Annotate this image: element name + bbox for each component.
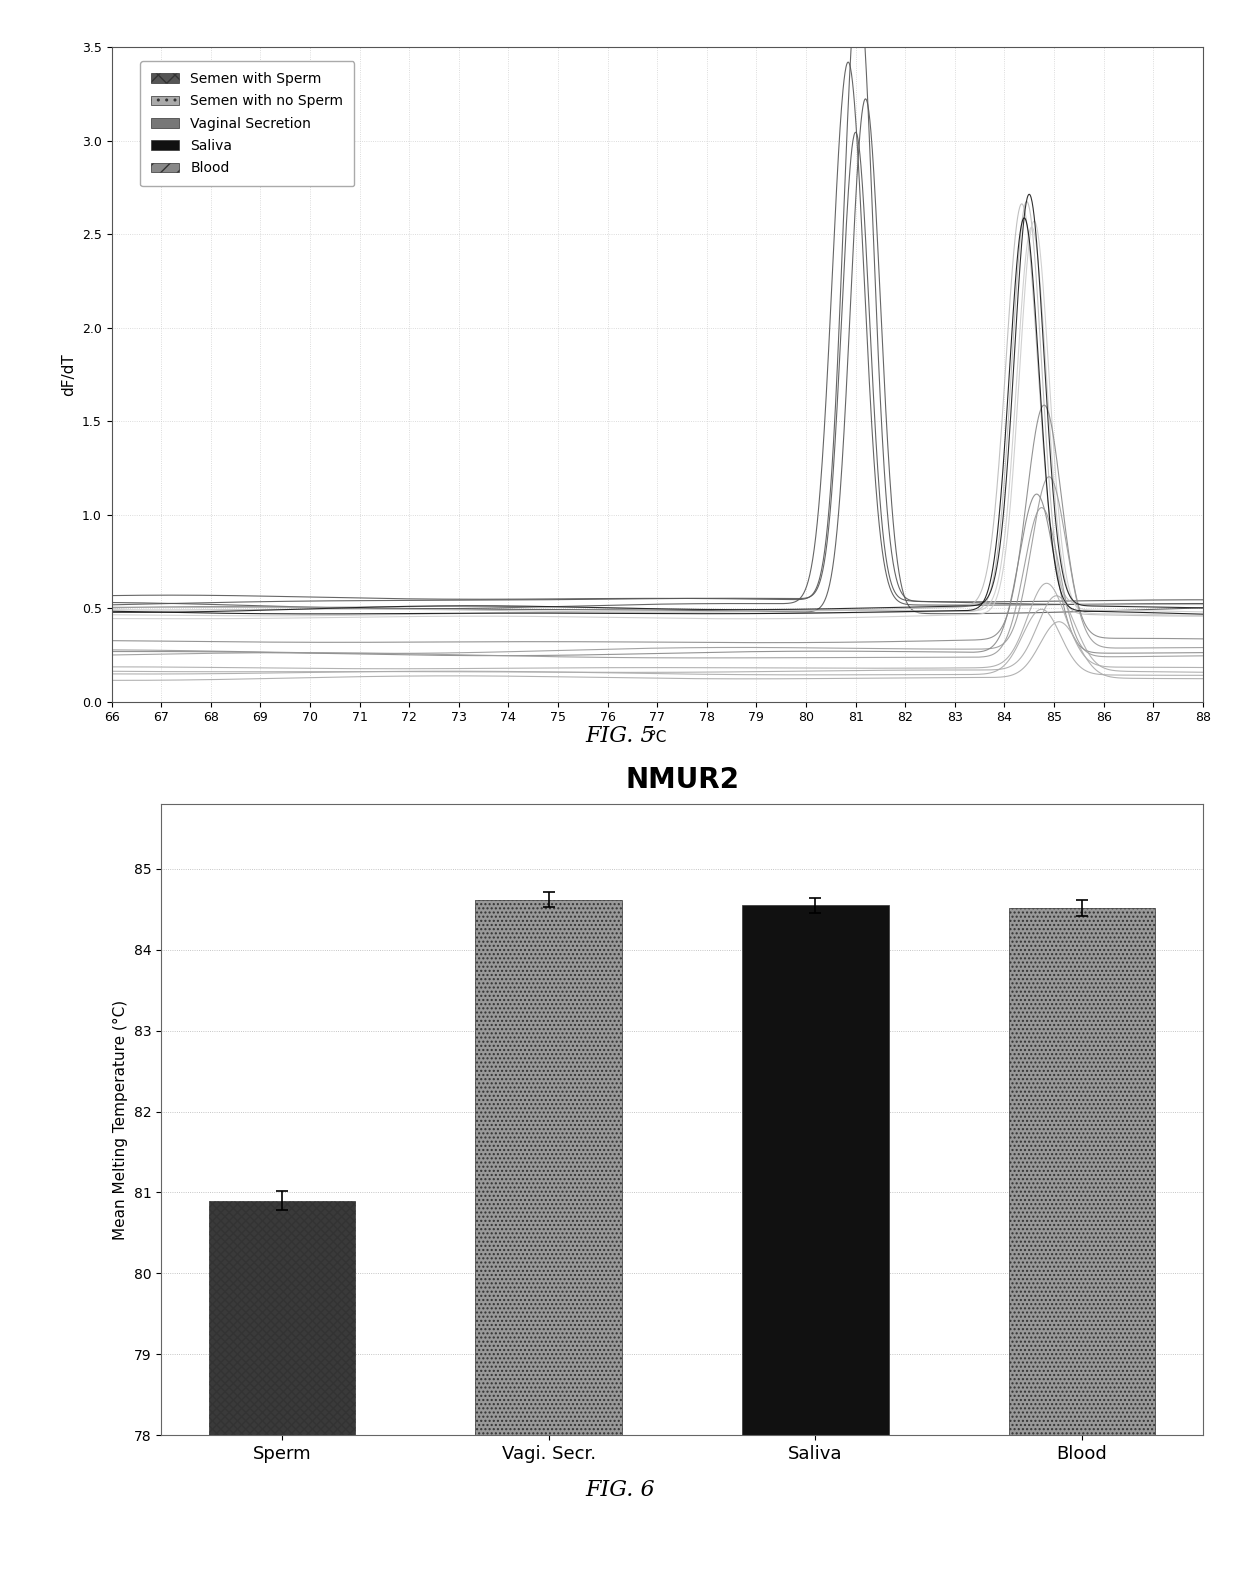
Text: FIG. 5: FIG. 5 — [585, 725, 655, 747]
Y-axis label: dF/dT: dF/dT — [61, 353, 77, 396]
Title: NMUR2: NMUR2 — [625, 765, 739, 793]
Bar — [475, 900, 622, 1435]
Bar — [1009, 908, 1156, 1435]
Legend: Semen with Sperm, Semen with no Sperm, Vaginal Secretion, Saliva, Blood: Semen with Sperm, Semen with no Sperm, V… — [140, 62, 355, 186]
Bar — [208, 1200, 355, 1435]
Bar — [742, 905, 889, 1435]
X-axis label: °C: °C — [649, 730, 666, 744]
Text: FIG. 6: FIG. 6 — [585, 1479, 655, 1501]
Y-axis label: Mean Melting Temperature (°C): Mean Melting Temperature (°C) — [113, 1000, 128, 1240]
